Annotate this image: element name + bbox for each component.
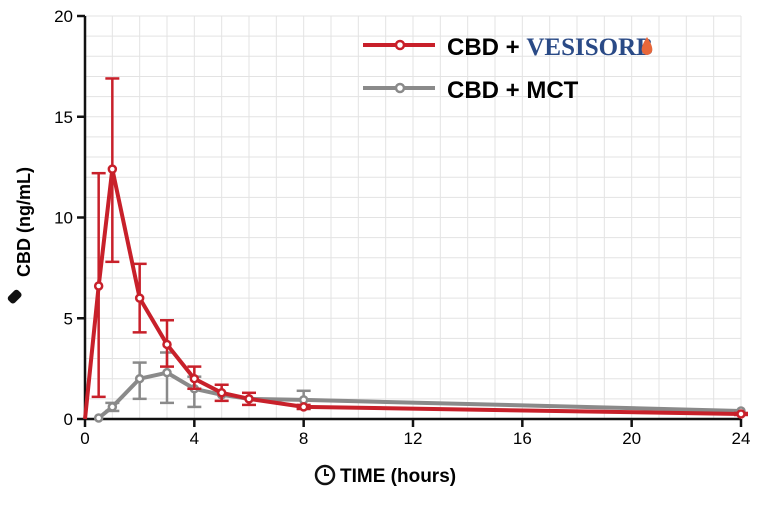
y-tick-label: 0	[64, 410, 73, 429]
data-point	[93, 281, 104, 291]
x-tick-label: 0	[80, 429, 89, 448]
y-tick-label: 20	[54, 7, 73, 26]
data-point	[107, 164, 118, 174]
data-point	[93, 413, 104, 423]
series-line	[83, 167, 742, 420]
data-point	[162, 367, 172, 378]
legend: CBD + VESISORB CBD + MCT	[363, 34, 653, 104]
axes: 0 4 8 12 16 20 24 0 5 10 15 20	[54, 7, 750, 448]
series-0	[83, 77, 748, 420]
y-axis-label: CBD (ng/mL)	[14, 167, 34, 277]
legend-label-vesisorb: CBD + VESISORB	[447, 34, 653, 61]
grid	[84, 15, 742, 420]
x-tick-label: 12	[404, 429, 423, 448]
data-point	[298, 402, 309, 412]
vesisorb-drop-icon	[641, 37, 653, 55]
y-tick-label: 5	[64, 309, 73, 328]
data-point	[134, 293, 145, 303]
data-point	[736, 409, 746, 419]
y-tick-label: 10	[54, 209, 73, 228]
data-point	[134, 373, 145, 384]
x-tick-label: 24	[732, 429, 751, 448]
legend-label-mct: CBD + MCT	[447, 77, 579, 104]
dropper-icon	[7, 289, 22, 304]
y-tick-label: 15	[54, 108, 73, 127]
x-tick-label: 20	[622, 429, 641, 448]
clock-icon	[314, 464, 336, 486]
data-point	[216, 388, 227, 398]
legend-marker-mct	[394, 82, 406, 94]
x-axis-label: TIME (hours)	[340, 466, 456, 487]
legend-marker-vesisorb	[394, 39, 406, 51]
data-point	[107, 402, 118, 412]
x-tick-label: 4	[190, 429, 199, 448]
x-tick-label: 8	[299, 429, 308, 448]
x-tick-label: 16	[513, 429, 532, 448]
series-group	[83, 77, 748, 423]
data-point	[244, 394, 254, 404]
data-point	[162, 339, 172, 350]
data-point	[189, 373, 200, 384]
y-axis-label-group: CBD (ng/mL)	[14, 167, 34, 277]
